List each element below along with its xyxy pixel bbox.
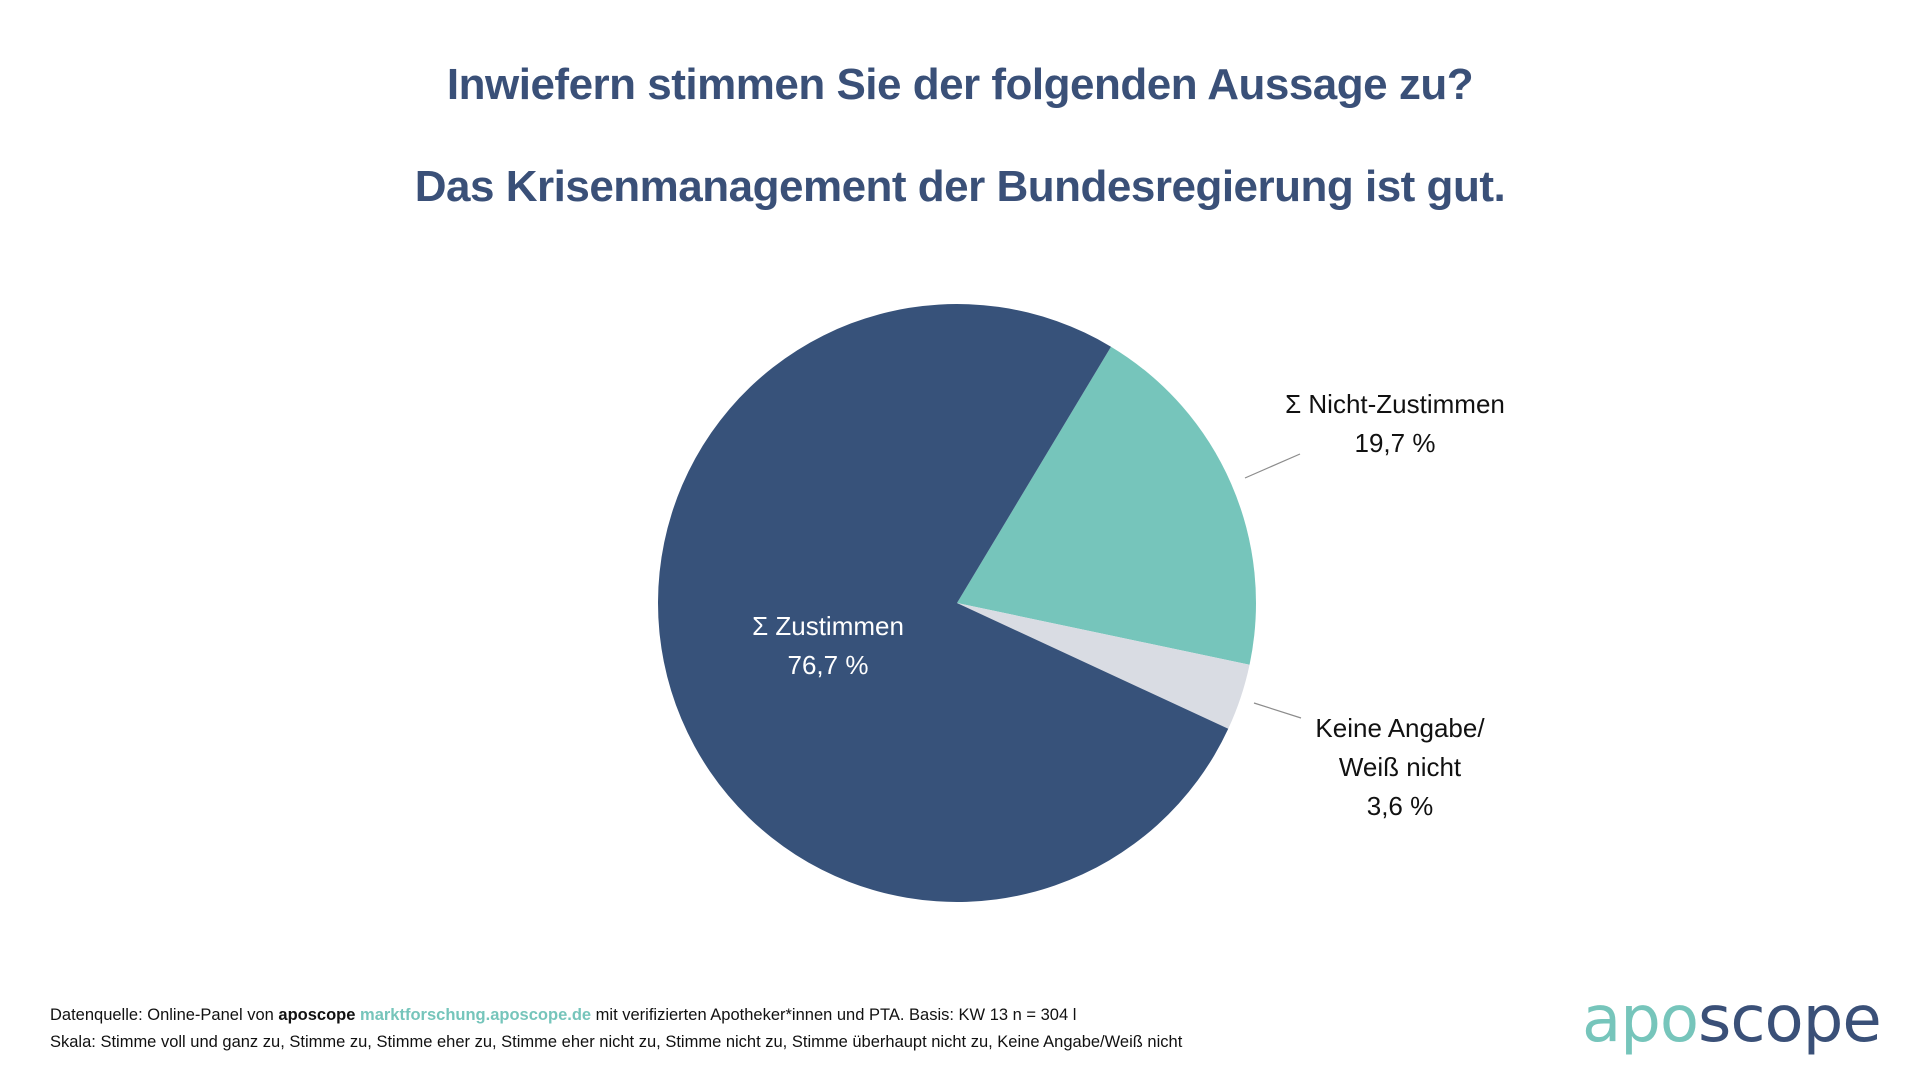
pie-slice-keine-angabe-wei-nicht	[957, 603, 1250, 729]
data-label: Σ Zustimmen 76,7 %	[752, 611, 904, 680]
data-label-value: 76,7 %	[788, 650, 869, 680]
data-label-value: 19,7 %	[1355, 428, 1436, 458]
data-label-category: Weiß nicht	[1339, 752, 1462, 782]
leader-line	[1253, 702, 1302, 719]
data-label-category: Σ Zustimmen	[752, 611, 904, 641]
scale-note: Skala: Stimme voll und ganz zu, Stimme z…	[50, 1033, 1183, 1051]
chart-subtitle: Das Krisenmanagement der Bundesregierung…	[414, 162, 1506, 211]
source-link[interactable]: marktforschung.aposcope.de	[360, 1006, 592, 1024]
data-label: Keine Angabe/Weiß nicht 3,6 %	[1315, 713, 1485, 821]
source-brand: aposcope	[278, 1006, 356, 1024]
leader-line	[1244, 453, 1301, 479]
chart-title: Inwiefern stimmen Sie der folgenden Auss…	[446, 60, 1474, 109]
source-prefix: Datenquelle: Online-Panel von	[50, 1006, 279, 1024]
data-label-category: Keine Angabe/	[1315, 713, 1485, 743]
source-suffix: mit verifizierten Apotheker*innen und PT…	[591, 1006, 1077, 1024]
pie-slice-nicht-zustimmen	[957, 346, 1256, 665]
data-label: Σ Nicht-Zustimmen 19,7 %	[1285, 389, 1505, 458]
data-label-category: Σ Nicht-Zustimmen	[1285, 389, 1505, 419]
data-source-note: Datenquelle: Online-Panel von aposcope m…	[50, 1006, 1076, 1025]
logo-part-scope: scope	[1698, 983, 1882, 1057]
pie-slice-zustimmen	[658, 304, 1229, 903]
data-label-value: 3,6 %	[1367, 791, 1434, 821]
aposcope-logo: aposcope	[1582, 988, 1882, 1052]
logo-part-apo: apo	[1582, 983, 1699, 1057]
